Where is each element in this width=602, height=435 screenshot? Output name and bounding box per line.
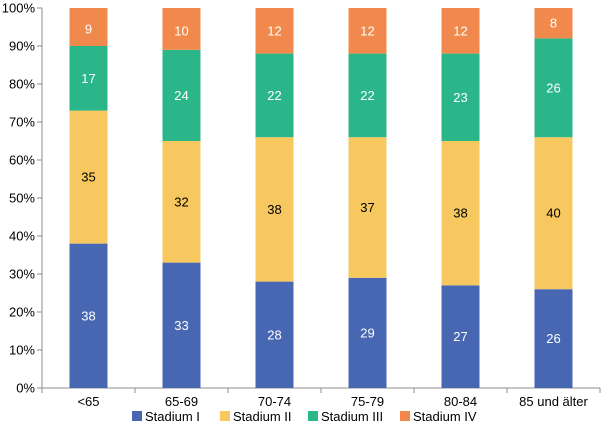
- data-label: 27: [453, 329, 467, 344]
- y-tick-label: 100%: [2, 1, 36, 16]
- y-tick-label: 80%: [9, 77, 35, 92]
- bar-segment: [162, 49, 201, 141]
- legend-swatch: [308, 411, 318, 421]
- bar-segment: [348, 137, 387, 278]
- data-label: 40: [546, 206, 560, 221]
- data-label: 38: [453, 206, 467, 221]
- x-tick-label: 85 und älter: [519, 394, 588, 409]
- y-tick-label: 60%: [9, 153, 35, 168]
- legend-label: Stadium III: [321, 409, 383, 424]
- bar-segment: [534, 289, 573, 388]
- legend-label: Stadium I: [145, 409, 200, 424]
- bar-segment: [348, 277, 387, 388]
- y-tick-label: 40%: [9, 229, 35, 244]
- legend-label: Stadium IV: [413, 409, 477, 424]
- bar-segment: [441, 8, 480, 54]
- bar-segment: [255, 8, 294, 54]
- bar-segment: [348, 53, 387, 138]
- bar-segment: [348, 8, 387, 54]
- y-tick-label: 20%: [9, 305, 35, 320]
- legend-swatch: [400, 411, 410, 421]
- data-label: 22: [267, 88, 281, 103]
- data-label: 8: [550, 16, 557, 31]
- bar-segment: [69, 46, 108, 111]
- bar-segment: [69, 110, 108, 244]
- data-label: 10: [174, 23, 188, 38]
- data-label: 12: [360, 23, 374, 38]
- legend: Stadium I Stadium II Stadium III Stadium IV: [132, 409, 477, 424]
- data-label: 26: [546, 331, 560, 346]
- bar-segment: [255, 53, 294, 138]
- legend-swatch: [220, 411, 230, 421]
- bar-segment: [441, 285, 480, 388]
- legend-label: Stadium II: [233, 409, 292, 424]
- data-label: 26: [546, 80, 560, 95]
- data-label: 12: [453, 23, 467, 38]
- data-label: 38: [267, 202, 281, 217]
- y-tick-label: 10%: [9, 343, 35, 358]
- bar-segment: [534, 8, 573, 39]
- data-label: 32: [174, 194, 188, 209]
- bar-segment: [162, 262, 201, 388]
- bar-segment: [534, 137, 573, 290]
- data-label: 38: [81, 308, 95, 323]
- data-label: 9: [85, 21, 92, 36]
- bar-segment: [441, 141, 480, 286]
- legend-swatch: [132, 411, 142, 421]
- bar-segment: [162, 8, 201, 50]
- x-tick-label: 70-74: [258, 394, 291, 409]
- bar-segment: [69, 243, 108, 388]
- data-label: 24: [174, 88, 188, 103]
- x-tick-label: 65-69: [165, 394, 198, 409]
- y-tick-label: 50%: [9, 191, 35, 206]
- bar-segment: [255, 137, 294, 282]
- bars: [69, 8, 573, 388]
- x-tick-label: <65: [77, 394, 99, 409]
- data-label: 33: [174, 318, 188, 333]
- y-tick-label: 0%: [16, 381, 35, 396]
- y-tick-label: 90%: [9, 39, 35, 54]
- y-tick-label: 30%: [9, 267, 35, 282]
- x-tick-label: 80-84: [444, 394, 477, 409]
- data-label: 23: [453, 90, 467, 105]
- bar-segment: [162, 141, 201, 263]
- axes: 0% 10% 20% 30% 40% 50% 60% 70% 80% 90% 100% <65 65-6…: [2, 1, 601, 409]
- bar-segment: [255, 281, 294, 388]
- data-label: 37: [360, 200, 374, 215]
- data-label: 29: [360, 325, 374, 340]
- y-tick-label: 70%: [9, 115, 35, 130]
- data-label: 17: [81, 71, 95, 86]
- data-label: 28: [267, 327, 281, 342]
- data-label: 35: [81, 170, 95, 185]
- x-tick-label: 75-79: [351, 394, 384, 409]
- bar-segment: [69, 8, 108, 46]
- bar-segment: [534, 38, 573, 138]
- data-label: 22: [360, 88, 374, 103]
- data-label: 12: [267, 23, 281, 38]
- bar-segment: [441, 53, 480, 141]
- data-labels: 38 35 17 9 33 32 24 10 28 38 22 12 29 37 22 12 27 38 23 12 2…: [81, 16, 560, 346]
